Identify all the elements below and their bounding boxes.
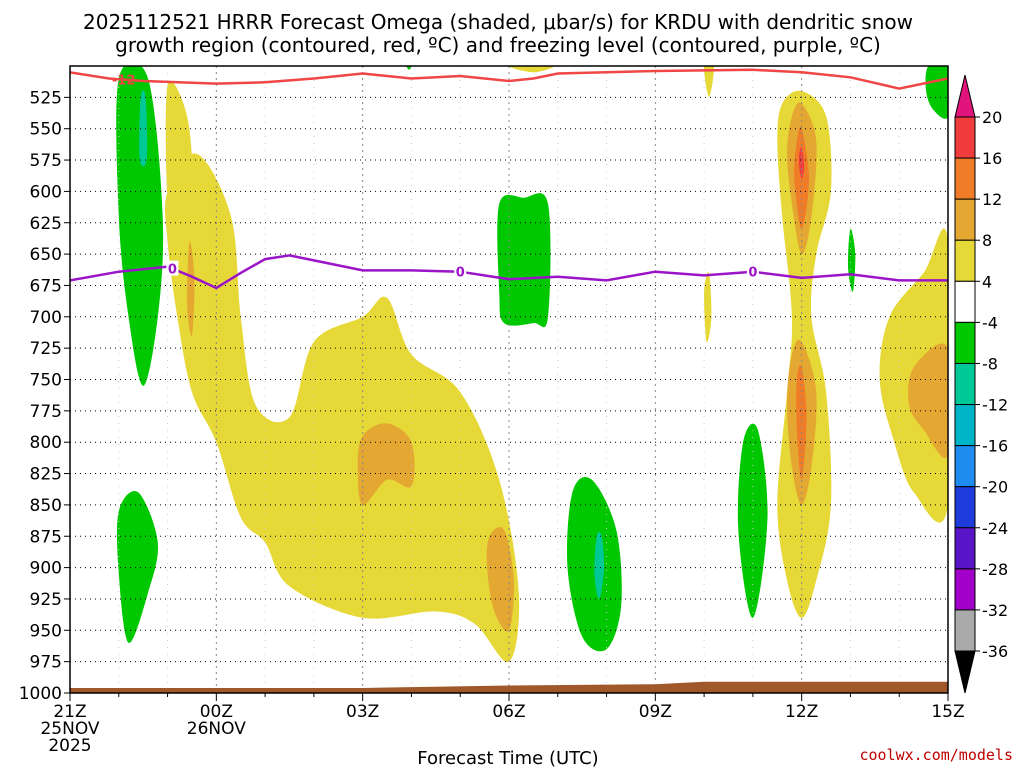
- colorbar-tick-label: -16: [982, 437, 1008, 456]
- x-tick-label: 00Z: [200, 702, 233, 722]
- colorbar-bin: [954, 321, 976, 364]
- y-tick-label: 725: [30, 339, 62, 359]
- x-tick-label: 15Z: [931, 702, 964, 722]
- y-tick-label: 650: [30, 245, 62, 265]
- colorbar-triangle-bottom: [954, 650, 976, 694]
- colorbar-bin: [954, 486, 976, 529]
- contours: [70, 68, 948, 290]
- colorbar-bin: [954, 198, 976, 241]
- y-tick-label: 925: [30, 590, 62, 610]
- x-tick-sublabel: 25NOV: [40, 719, 99, 739]
- colorbar-bin: [954, 239, 976, 282]
- freezing-level-label: 0: [168, 263, 177, 278]
- omega-region: [704, 66, 714, 98]
- x-tick-label: 09Z: [639, 702, 672, 722]
- omega-region: [486, 526, 515, 632]
- omega-region: [508, 66, 554, 73]
- omega-region: [796, 364, 807, 480]
- omega-region: [406, 66, 412, 70]
- x-tick-label: 03Z: [346, 702, 379, 722]
- omega-region: [594, 531, 605, 599]
- x-tick-label: 06Z: [492, 702, 525, 722]
- freezing-level-label-bg: [454, 263, 467, 279]
- colorbar-bin: [954, 609, 976, 652]
- y-tick-label: 900: [30, 559, 62, 579]
- omega-region: [704, 272, 712, 343]
- x-tick-sublabel: 26NOV: [187, 719, 246, 739]
- x-axis-title: Forecast Time (UTC): [417, 748, 598, 768]
- colorbar-tick-label: -28: [982, 560, 1008, 579]
- omega-region: [357, 423, 415, 506]
- x-tick-label: 12Z: [785, 702, 818, 722]
- colorbar-bin: [954, 157, 976, 200]
- y-tick-label: 625: [30, 214, 62, 234]
- y-tick-label: 550: [30, 120, 62, 140]
- y-tick-label: 1000: [19, 684, 62, 704]
- colorbar-bin: [954, 362, 976, 406]
- colorbar-tick-label: 12: [982, 190, 1002, 209]
- colorbar-tick-label: -36: [982, 642, 1008, 661]
- grid: [70, 66, 948, 693]
- freezing-level-label: 0: [456, 266, 465, 281]
- y-tick-label: 675: [30, 276, 62, 296]
- x-tick-label: 21Z: [53, 702, 86, 722]
- freezing-level-line: [70, 254, 948, 290]
- colorbar-bin: [954, 527, 976, 570]
- omega-region: [566, 477, 622, 652]
- omega-region: [497, 193, 551, 328]
- y-tick-label: 575: [30, 151, 62, 171]
- colorbar-tick-label: 4: [982, 272, 992, 291]
- freezing-level-label: 0: [748, 266, 757, 281]
- omega-region: [187, 241, 195, 337]
- omega-region: [847, 228, 856, 292]
- y-tick-label: 775: [30, 402, 62, 422]
- y-tick-label: 825: [30, 465, 62, 485]
- plot-area: -12 0 0 0 525 550 575 600 625 650 675 700 725 750 775 8…: [19, 65, 965, 756]
- chart-title-line-2: growth region (contoured, red, ºC) and f…: [115, 33, 881, 57]
- freezing-level-label-bg: [746, 263, 759, 279]
- y-tick-label: 875: [30, 527, 62, 547]
- colorbar-bin: [954, 568, 976, 611]
- chart-title-line-1: 2025112521 HRRR Forecast Omega (shaded, …: [83, 10, 913, 34]
- colorbar-tick-label: -8: [982, 354, 998, 373]
- y-tick-label: 525: [30, 88, 62, 108]
- y-tick-label: 850: [30, 496, 62, 516]
- y-tick-label: 700: [30, 308, 62, 328]
- colorbar-tick-label: 20: [982, 108, 1002, 127]
- colorbar-tick-label: 16: [982, 149, 1002, 168]
- dgz-contour-label: -12: [112, 74, 136, 89]
- colorbar-tick-label: -24: [982, 519, 1008, 538]
- colorbar-tick-label: -12: [982, 396, 1008, 415]
- omega-region: [116, 66, 164, 386]
- colorbar-tick-label: -20: [982, 478, 1008, 497]
- omega-region: [139, 90, 148, 167]
- colorbar-tick-label: -4: [982, 313, 998, 332]
- y-tick-label: 800: [30, 433, 62, 453]
- omega-region: [737, 423, 768, 618]
- freezing-level-label-bg: [166, 260, 179, 276]
- colorbar-bin: [954, 445, 976, 488]
- colorbar-bin: [954, 116, 976, 159]
- colorbar-bin: [954, 280, 976, 323]
- colorbar-tick-label: 8: [982, 231, 992, 250]
- y-tick-label: 750: [30, 371, 62, 391]
- colorbar-triangle-top: [954, 74, 976, 118]
- y-tick-label: 975: [30, 653, 62, 673]
- credit-link[interactable]: coolwx.com/models: [859, 746, 1013, 764]
- x-tick-sublabel: 2025: [48, 736, 91, 756]
- terrain-ground: [70, 681, 948, 693]
- omega-region: [165, 80, 193, 242]
- colorbar: 20 16 12 8 4 -4 -8 -12 -16 -20 -24 -28 -32 -36: [954, 74, 1008, 694]
- omega-region: [164, 153, 520, 663]
- colorbar-bin: [954, 404, 976, 447]
- y-tick-label: 600: [30, 182, 62, 202]
- omega-region: [908, 343, 948, 458]
- y-tick-label: 950: [30, 621, 62, 641]
- dgz-contour-line: [70, 68, 948, 90]
- colorbar-tick-label: -32: [982, 601, 1008, 620]
- omega-region: [116, 490, 159, 643]
